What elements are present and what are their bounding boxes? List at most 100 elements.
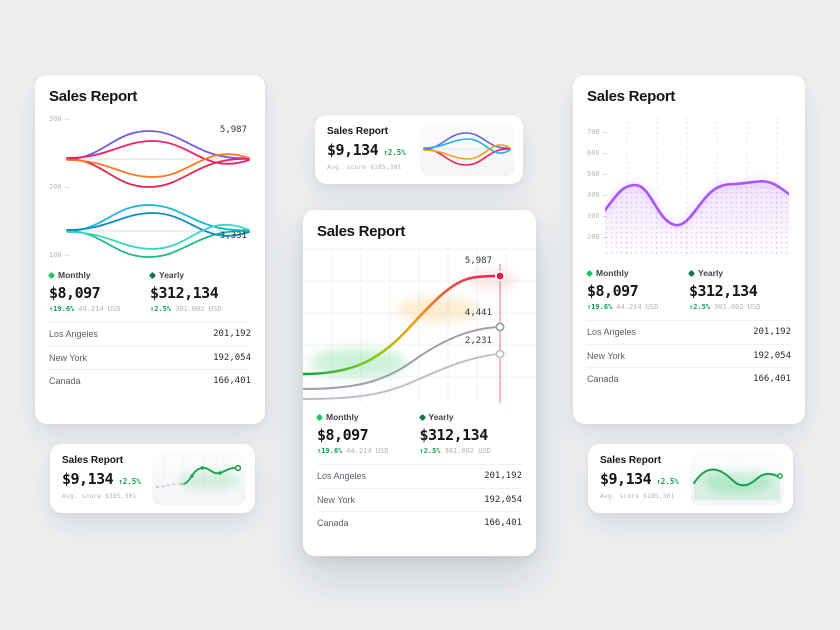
stat-monthly-subvalue: 44.214 USD bbox=[78, 305, 121, 313]
y-tick: 400 bbox=[587, 191, 607, 199]
location-name: Los Angeles bbox=[317, 471, 367, 482]
stat-yearly: Yearly $312,134 ↑2.5% 301.002 USD bbox=[687, 268, 791, 311]
location-row: Los Angeles 201,192 bbox=[49, 322, 251, 346]
stat-yearly: Yearly $312,134 ↑2.5% 301.002 USD bbox=[418, 412, 523, 455]
trend-up-icon: ↑ bbox=[689, 303, 694, 311]
trend-up-icon: ↑ bbox=[49, 305, 54, 313]
location-name: New York bbox=[587, 350, 626, 361]
mini-pct: 2.5% bbox=[387, 148, 406, 157]
line-point-label: 2,231 bbox=[464, 336, 492, 346]
location-row: Canada 166,401 bbox=[49, 369, 251, 393]
y-tick: 700 bbox=[587, 128, 607, 136]
location-row: Los Angeles 201,192 bbox=[317, 464, 522, 488]
stat-monthly-value: $8,097 bbox=[587, 282, 639, 300]
mini-title: Sales Report bbox=[600, 455, 662, 466]
location-value: 166,401 bbox=[484, 518, 522, 529]
y-tick: 200 bbox=[587, 233, 607, 241]
locations-table: Los Angeles 201,192 New York 192,054 Canad… bbox=[587, 320, 791, 391]
location-name: New York bbox=[317, 494, 356, 505]
sales-report-card-area: Sales Report 700 600 500 400 300 200 bbox=[573, 75, 805, 424]
location-value: 166,401 bbox=[213, 376, 251, 387]
stats-row: Monthly $8,097 ↑19.6% 44.214 USD Yearly … bbox=[315, 412, 523, 455]
trend-up-icon: ↑ bbox=[419, 447, 424, 455]
stat-monthly-subvalue: 44.214 USD bbox=[346, 447, 389, 455]
stat-yearly-value: $312,134 bbox=[419, 426, 489, 444]
sales-report-card-stream: Sales Report 300 200 100 5,987 bbox=[35, 75, 265, 424]
monthly-marker-icon bbox=[585, 269, 594, 277]
card-title: Sales Report bbox=[587, 88, 676, 105]
sales-report-mini-card-center: Sales Report $9,134 ↑2.5% Avg. score $18… bbox=[315, 115, 523, 184]
yearly-marker-icon bbox=[418, 413, 426, 421]
location-name: Los Angeles bbox=[587, 327, 637, 338]
sparkline-chart-green-dots bbox=[152, 452, 246, 505]
stat-yearly-subvalue: 301.002 USD bbox=[444, 447, 491, 455]
lower-stream-value: 3,331 bbox=[219, 231, 247, 241]
sales-report-mini-card-left: Sales Report $9,134 ↑2.5% Avg. score $18… bbox=[50, 444, 255, 513]
stat-yearly-subvalue: 301.002 USD bbox=[714, 303, 761, 311]
stat-monthly-label: Monthly bbox=[596, 268, 629, 278]
stat-yearly-subvalue: 301.002 USD bbox=[175, 305, 222, 313]
stat-monthly-value: $8,097 bbox=[317, 426, 369, 444]
mini-pct: 2.5% bbox=[122, 477, 141, 486]
location-name: Canada bbox=[587, 374, 619, 385]
stat-yearly-label: Yearly bbox=[698, 268, 724, 278]
mini-title: Sales Report bbox=[327, 126, 389, 137]
stat-monthly-subvalue: 44.214 USD bbox=[616, 303, 659, 311]
locations-table: Los Angeles 201,192 New York 192,054 Canad… bbox=[49, 322, 251, 393]
sparkline-chart-green-area bbox=[690, 452, 784, 505]
upper-stream-value: 5,987 bbox=[219, 125, 247, 135]
location-value: 192,054 bbox=[213, 352, 251, 363]
stat-yearly-pct: 2.5% bbox=[423, 447, 441, 455]
stat-yearly-pct: 2.5% bbox=[154, 305, 172, 313]
y-tick: 300 bbox=[49, 115, 69, 123]
location-name: Los Angeles bbox=[49, 329, 99, 340]
stat-yearly-label: Yearly bbox=[159, 270, 185, 280]
location-row: New York 192,054 bbox=[317, 487, 522, 512]
mini-subtext: Avg. score $185,301 bbox=[62, 492, 137, 500]
location-value: 192,054 bbox=[753, 350, 791, 361]
mini-pct: 2.5% bbox=[660, 477, 679, 486]
locations-table: Los Angeles 201,192 New York 192,054 Canad… bbox=[317, 464, 522, 535]
stat-yearly-pct: 2.5% bbox=[693, 303, 711, 311]
sparkline-chart-stream bbox=[420, 123, 514, 176]
mini-title: Sales Report bbox=[62, 455, 124, 466]
card-title: Sales Report bbox=[49, 88, 138, 105]
location-value: 201,192 bbox=[213, 329, 251, 340]
stat-monthly-label: Monthly bbox=[58, 270, 91, 280]
location-value: 201,192 bbox=[753, 327, 791, 338]
y-tick: 200 bbox=[49, 183, 69, 191]
location-row: New York 192,054 bbox=[49, 345, 251, 370]
stream-chart bbox=[66, 130, 250, 258]
stream-chart-area: 300 200 100 5,987 3,331 bbox=[49, 111, 251, 261]
monthly-marker-icon bbox=[47, 271, 56, 279]
location-name: Canada bbox=[317, 518, 349, 529]
mini-subtext: Avg. score $185,301 bbox=[600, 492, 675, 500]
sales-report-card-lines: Sales Report bbox=[303, 210, 536, 556]
gradient-line-chart bbox=[303, 248, 536, 403]
yearly-marker-icon bbox=[148, 271, 157, 279]
card-title: Sales Report bbox=[317, 223, 406, 240]
y-tick: 100 bbox=[49, 251, 69, 259]
line-point-label: 4,441 bbox=[464, 308, 492, 318]
y-tick: 500 bbox=[587, 170, 607, 178]
stat-monthly: Monthly $8,097 ↑19.6% 44.214 USD bbox=[47, 270, 150, 313]
stat-monthly: Monthly $8,097 ↑19.6% 44.214 USD bbox=[585, 268, 689, 311]
trend-up-icon: ↑ bbox=[587, 303, 592, 311]
location-row: Los Angeles 201,192 bbox=[587, 320, 791, 344]
mini-subtext: Avg. score $185,301 bbox=[327, 163, 402, 171]
gradient-line-chart-area: 5,987 4,441 2,231 bbox=[303, 248, 536, 403]
stat-yearly: Yearly $312,134 ↑2.5% 301.002 USD bbox=[148, 270, 251, 313]
trend-up-icon: ↑ bbox=[118, 477, 123, 486]
location-name: Canada bbox=[49, 376, 81, 387]
y-tick: 300 bbox=[587, 212, 607, 220]
monthly-marker-icon bbox=[315, 413, 324, 421]
stat-monthly-label: Monthly bbox=[326, 412, 359, 422]
purple-area-chart-area: 700 600 500 400 300 200 bbox=[587, 111, 791, 259]
location-value: 166,401 bbox=[753, 374, 791, 385]
y-tick: 600 bbox=[587, 149, 607, 157]
location-row: New York 192,054 bbox=[587, 343, 791, 368]
stat-yearly-value: $312,134 bbox=[150, 284, 219, 302]
trend-up-icon: ↑ bbox=[383, 148, 388, 157]
sales-report-mini-card-right: Sales Report $9,134 ↑2.5% Avg. score $18… bbox=[588, 444, 793, 513]
